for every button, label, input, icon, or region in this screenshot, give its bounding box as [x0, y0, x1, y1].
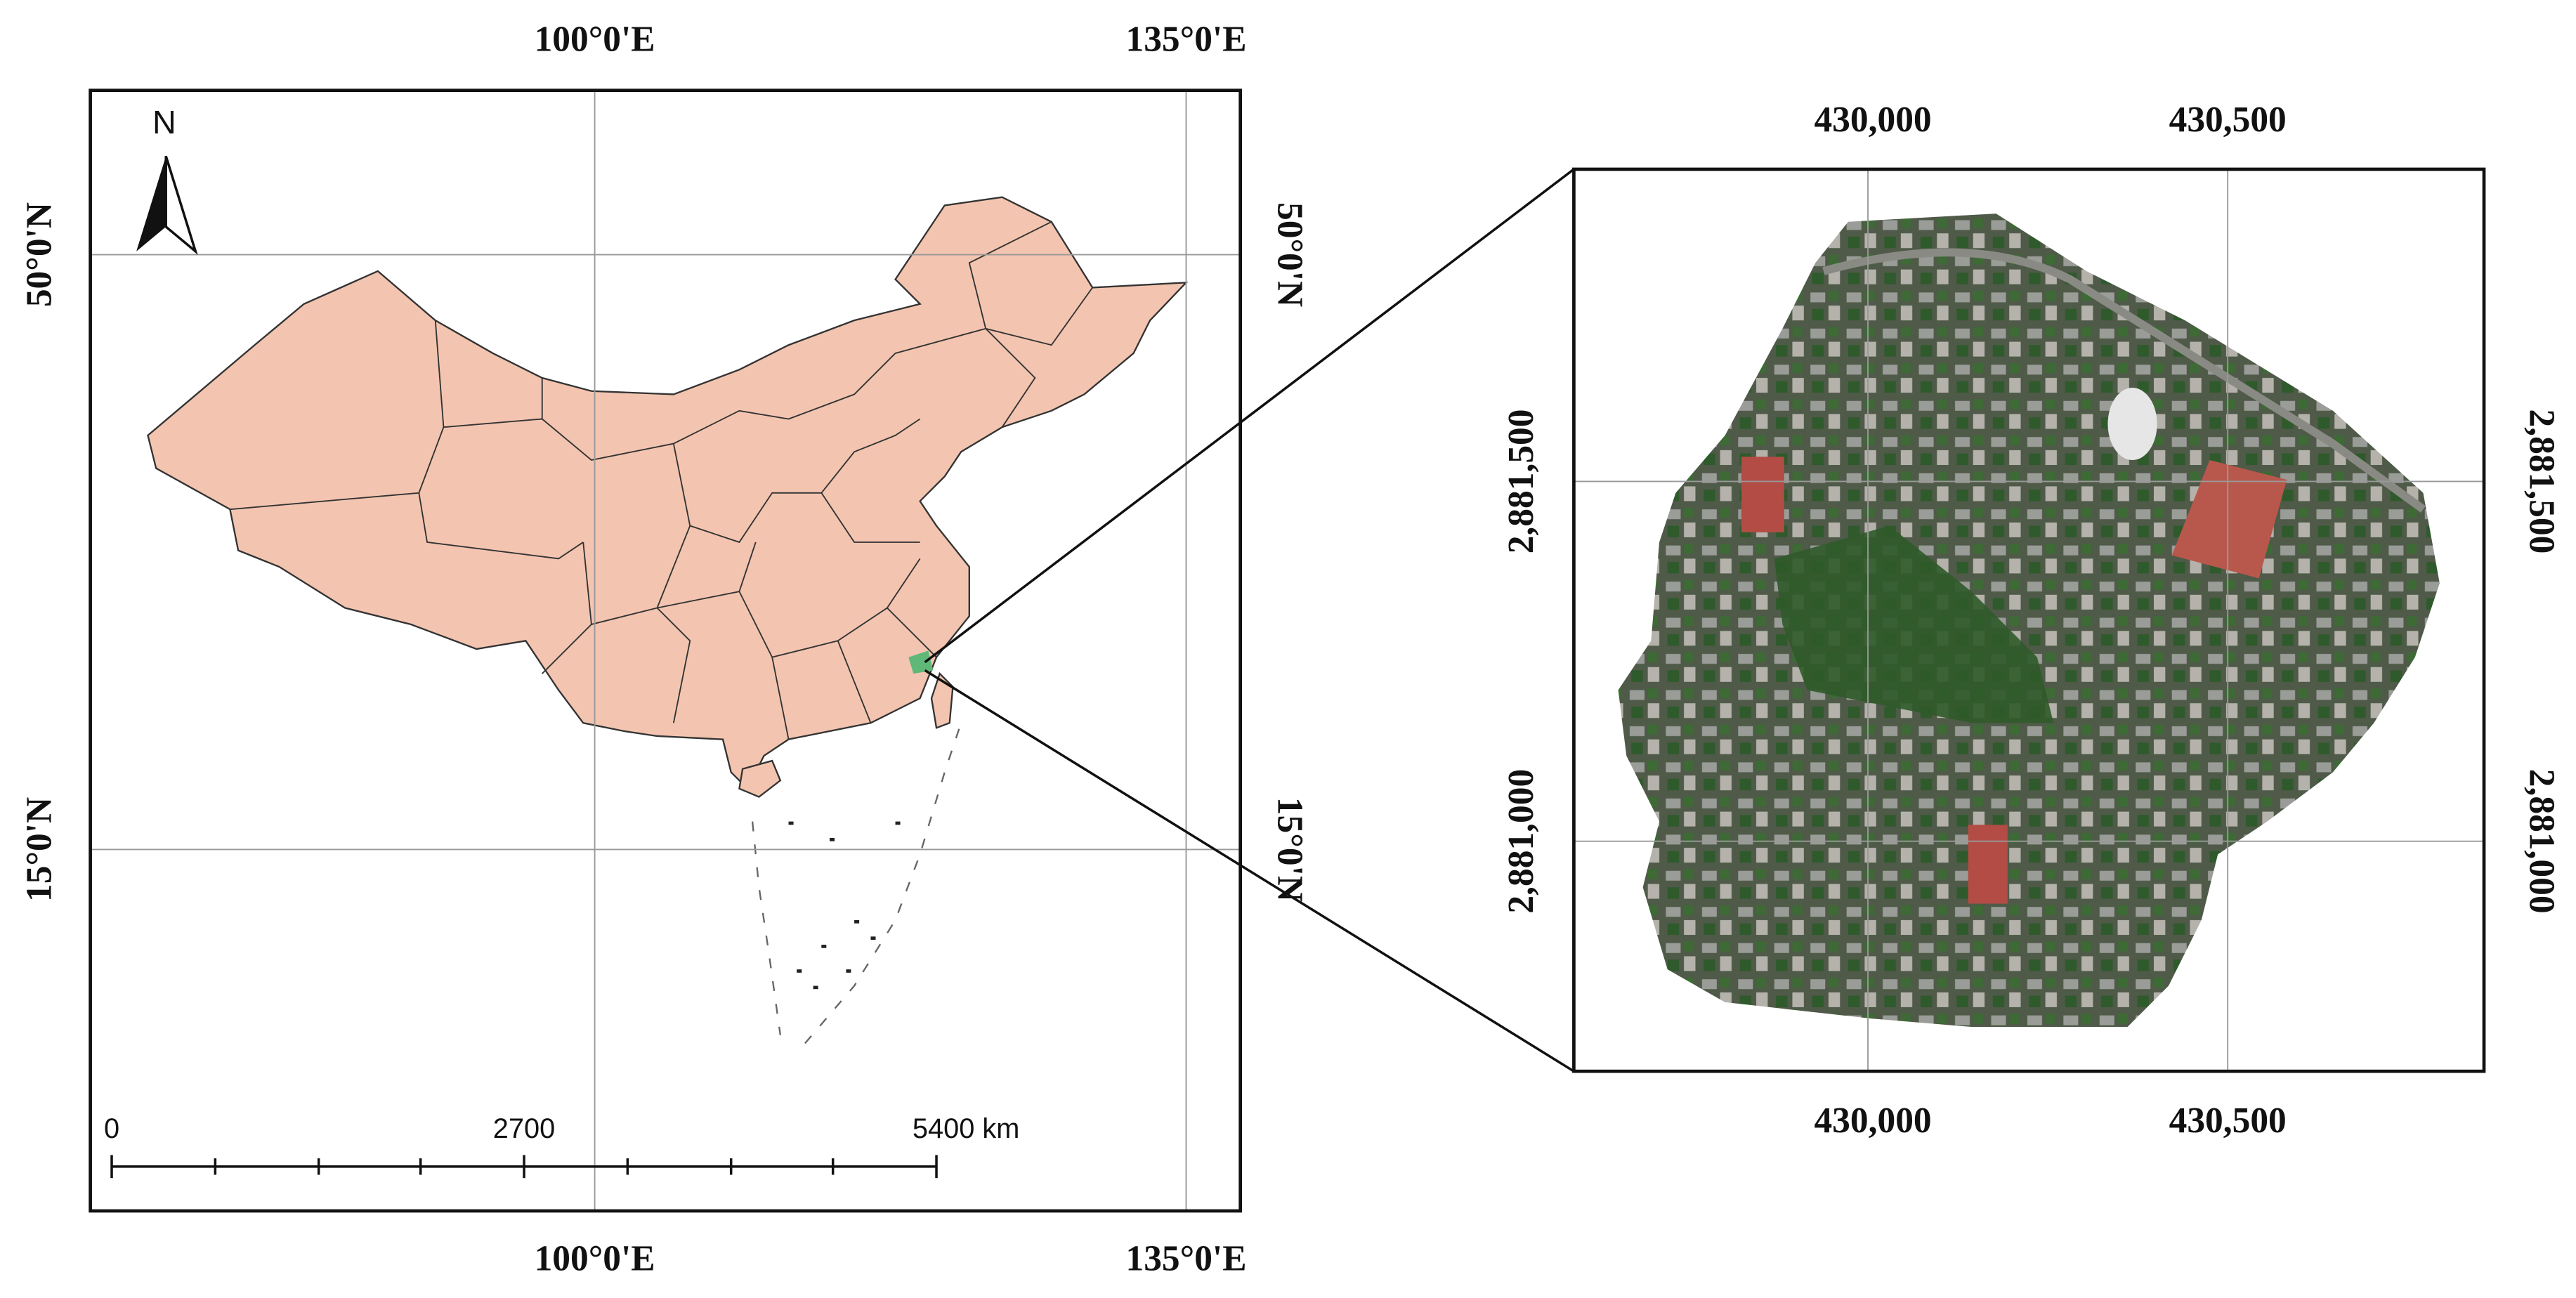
lon-label: 135°0'E: [1125, 1238, 1246, 1278]
lat-label: 15°0'N: [1269, 797, 1309, 902]
sports-field: [2171, 459, 2287, 579]
lat-label: 50°0'N: [20, 202, 60, 307]
lon-label: 135°0'E: [1125, 20, 1246, 60]
province-borders: [230, 221, 1093, 740]
study-area: [908, 650, 934, 674]
easting-label: 430,500: [2169, 100, 2287, 140]
northing-label: 2,881,500: [1501, 409, 1541, 554]
north-arrow: N: [136, 104, 198, 256]
scale-label: 2700: [493, 1113, 555, 1144]
easting-label: 430,000: [1814, 100, 1931, 140]
south-sea-dashes: [751, 722, 962, 1044]
sports-field: [1741, 457, 1784, 532]
map-frame: [89, 88, 1243, 1213]
dome: [2107, 388, 2157, 460]
right-map: 430,000 430,500 430,000 430,500 2,881,50…: [1501, 100, 2561, 1141]
map-frame: [1572, 167, 2486, 1073]
sports-field: [1968, 825, 2008, 904]
northing-label: 2,881,000: [1501, 769, 1541, 914]
connector: [924, 669, 1575, 1073]
easting-label: 430,000: [1814, 1101, 1931, 1141]
scale-bar: [110, 1155, 938, 1179]
scale-label: 5400 km: [913, 1113, 1019, 1144]
lon-label: 100°0'E: [535, 1238, 655, 1278]
hainan: [738, 759, 782, 798]
northing-label: 2,881,500: [2521, 409, 2561, 554]
china-outline: [147, 196, 1189, 790]
road: [1822, 248, 2426, 513]
lon-label: 100°0'E: [535, 20, 655, 60]
aerial-image: [1618, 214, 2440, 1028]
left-map: 100°0'E 135°0'E 100°0'E 135°0'E 50°0'N 1…: [20, 20, 1310, 1279]
lat-label: 50°0'N: [1269, 202, 1309, 307]
easting-label: 430,500: [2169, 1101, 2287, 1141]
connector: [924, 168, 1575, 664]
islands: [788, 821, 901, 990]
taiwan: [930, 671, 954, 729]
north-label: N: [152, 104, 176, 140]
forest: [1774, 525, 2054, 723]
scale-label: 0: [104, 1113, 119, 1144]
lat-label: 15°0'N: [20, 797, 60, 902]
northing-label: 2,881,000: [2521, 769, 2561, 914]
